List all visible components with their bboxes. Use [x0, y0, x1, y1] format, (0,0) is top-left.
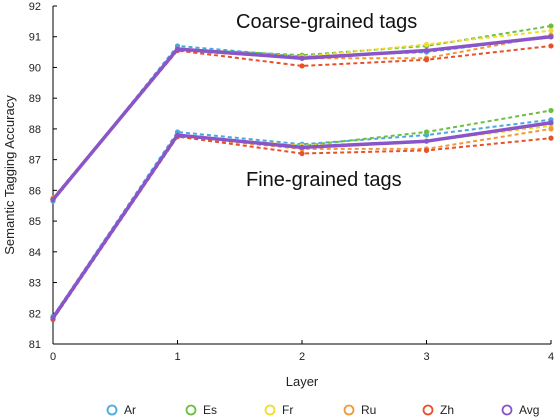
legend-label: Ru: [361, 403, 376, 417]
annotation-coarse-grained: Coarse-grained tags: [236, 11, 417, 33]
y-tick-label: 92: [29, 1, 41, 13]
y-tick-label: 84: [29, 247, 41, 259]
data-point-zh: [299, 63, 305, 69]
y-tick-label: 86: [29, 185, 41, 197]
data-point-avg: [299, 55, 305, 61]
chart-series: [50, 23, 554, 323]
legend-marker: [185, 404, 197, 416]
y-tick-label: 82: [29, 308, 41, 320]
data-point-avg: [299, 144, 305, 150]
legend-label: Es: [203, 403, 217, 417]
legend-marker: [343, 404, 355, 416]
data-point-avg: [174, 132, 181, 138]
data-point-avg: [50, 196, 56, 203]
data-point-es: [423, 129, 430, 135]
annotation-fine-grained: Fine-grained tags: [246, 169, 402, 191]
data-point-avg: [423, 47, 430, 54]
y-tick-label: 81: [29, 339, 41, 351]
chart-axes: 81 82 83 84 85 86 87 88 89 90 91 92 0 1 2 3 4: [29, 1, 554, 363]
legend-item-ru: Ru: [343, 403, 376, 417]
legend-marker: [501, 404, 513, 416]
data-point-fr: [423, 41, 430, 48]
legend-item-zh: Zh: [422, 403, 454, 417]
y-tick-label: 91: [29, 32, 41, 44]
data-point-es: [548, 23, 554, 29]
legend-item-ar: Ar: [106, 403, 136, 417]
data-point-fr: [548, 27, 554, 34]
x-tick-label: 4: [548, 351, 554, 363]
data-point-es: [548, 107, 554, 114]
data-point-avg: [174, 46, 181, 52]
data-point-avg: [548, 120, 554, 126]
data-point-zh: [548, 43, 554, 49]
data-point-avg: [50, 315, 56, 321]
x-tick-label: 0: [50, 351, 56, 363]
legend-marker: [422, 404, 434, 416]
legend-label: Avg: [519, 403, 539, 417]
chart-legend: Ar Es Fr Ru Zh Avg: [106, 403, 539, 417]
y-tick-label: 85: [29, 216, 41, 228]
legend-marker: [264, 404, 276, 416]
series-group-fine: [50, 107, 554, 323]
y-tick-label: 88: [29, 124, 41, 136]
data-point-zh: [299, 150, 305, 157]
y-tick-label: 83: [29, 278, 41, 290]
data-point-avg: [548, 34, 554, 40]
data-point-zh: [423, 147, 430, 154]
y-tick-label: 90: [29, 62, 41, 74]
legend-label: Fr: [282, 403, 293, 417]
data-point-zh: [423, 57, 430, 63]
legend-item-avg: Avg: [501, 403, 539, 417]
series-line-zh: [52, 135, 552, 320]
data-point-ru: [548, 126, 554, 132]
y-tick-label: 87: [29, 155, 41, 167]
legend-label: Ar: [124, 403, 136, 417]
data-point-avg: [423, 138, 430, 144]
x-tick-label: 1: [174, 351, 180, 363]
x-tick-label: 2: [299, 351, 305, 363]
legend-marker: [106, 404, 118, 416]
y-axis-label: Semantic Tagging Accuracy: [2, 95, 17, 255]
legend-item-es: Es: [185, 403, 217, 417]
legend-label: Zh: [440, 403, 454, 417]
y-tick-label: 89: [29, 93, 41, 105]
x-axis-label: Layer: [286, 374, 319, 389]
data-point-zh: [548, 135, 554, 141]
legend-item-fr: Fr: [264, 403, 293, 417]
series-group-coarse: [50, 23, 554, 204]
x-tick-label: 3: [423, 351, 429, 363]
series-line-ru: [52, 127, 552, 320]
